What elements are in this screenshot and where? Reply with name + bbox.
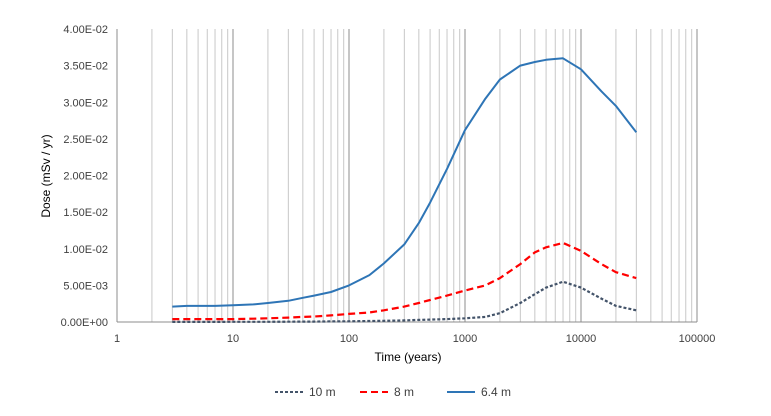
y-tick-label: 1.50E-02: [63, 207, 108, 219]
x-tick-label: 100000: [679, 333, 716, 345]
y-tick-label: 3.00E-02: [63, 97, 108, 109]
series-line-8-m: [172, 241, 637, 321]
tick-labels: 1 10 100 1000 10000 100000 0.00E+00 5.00E-03 1.0…: [61, 24, 716, 345]
legend-label: 6.4 m: [481, 385, 511, 399]
x-tick-label: 100: [340, 333, 358, 345]
legend-label: 8 m: [394, 385, 414, 399]
y-tick-label: 5.00E-03: [63, 280, 108, 292]
y-tick-label: 4.00E-02: [63, 24, 108, 36]
legend: 10 m 8 m 6.4 m: [275, 385, 511, 399]
x-axis-title: Time (years): [375, 350, 442, 364]
series-lines: [172, 57, 638, 323]
x-tick-label: 1: [114, 333, 120, 345]
y-tick-label: 3.50E-02: [63, 61, 108, 73]
y-tick-label: 0.00E+00: [61, 317, 108, 329]
y-tick-label: 2.00E-02: [63, 171, 108, 183]
y-tick-label: 2.50E-02: [63, 134, 108, 146]
legend-label: 10 m: [309, 385, 336, 399]
series-line-10-m: [172, 280, 637, 323]
x-tick-label: 10: [227, 333, 239, 345]
grid-lines: [116, 29, 698, 322]
x-tick-label: 10000: [566, 333, 597, 345]
y-tick-label: 1.00E-02: [63, 244, 108, 256]
x-tick-label: 1000: [453, 333, 477, 345]
y-axis-title: Dose (mSv / yr): [39, 134, 53, 217]
series-line-6-4-m: [172, 57, 638, 308]
